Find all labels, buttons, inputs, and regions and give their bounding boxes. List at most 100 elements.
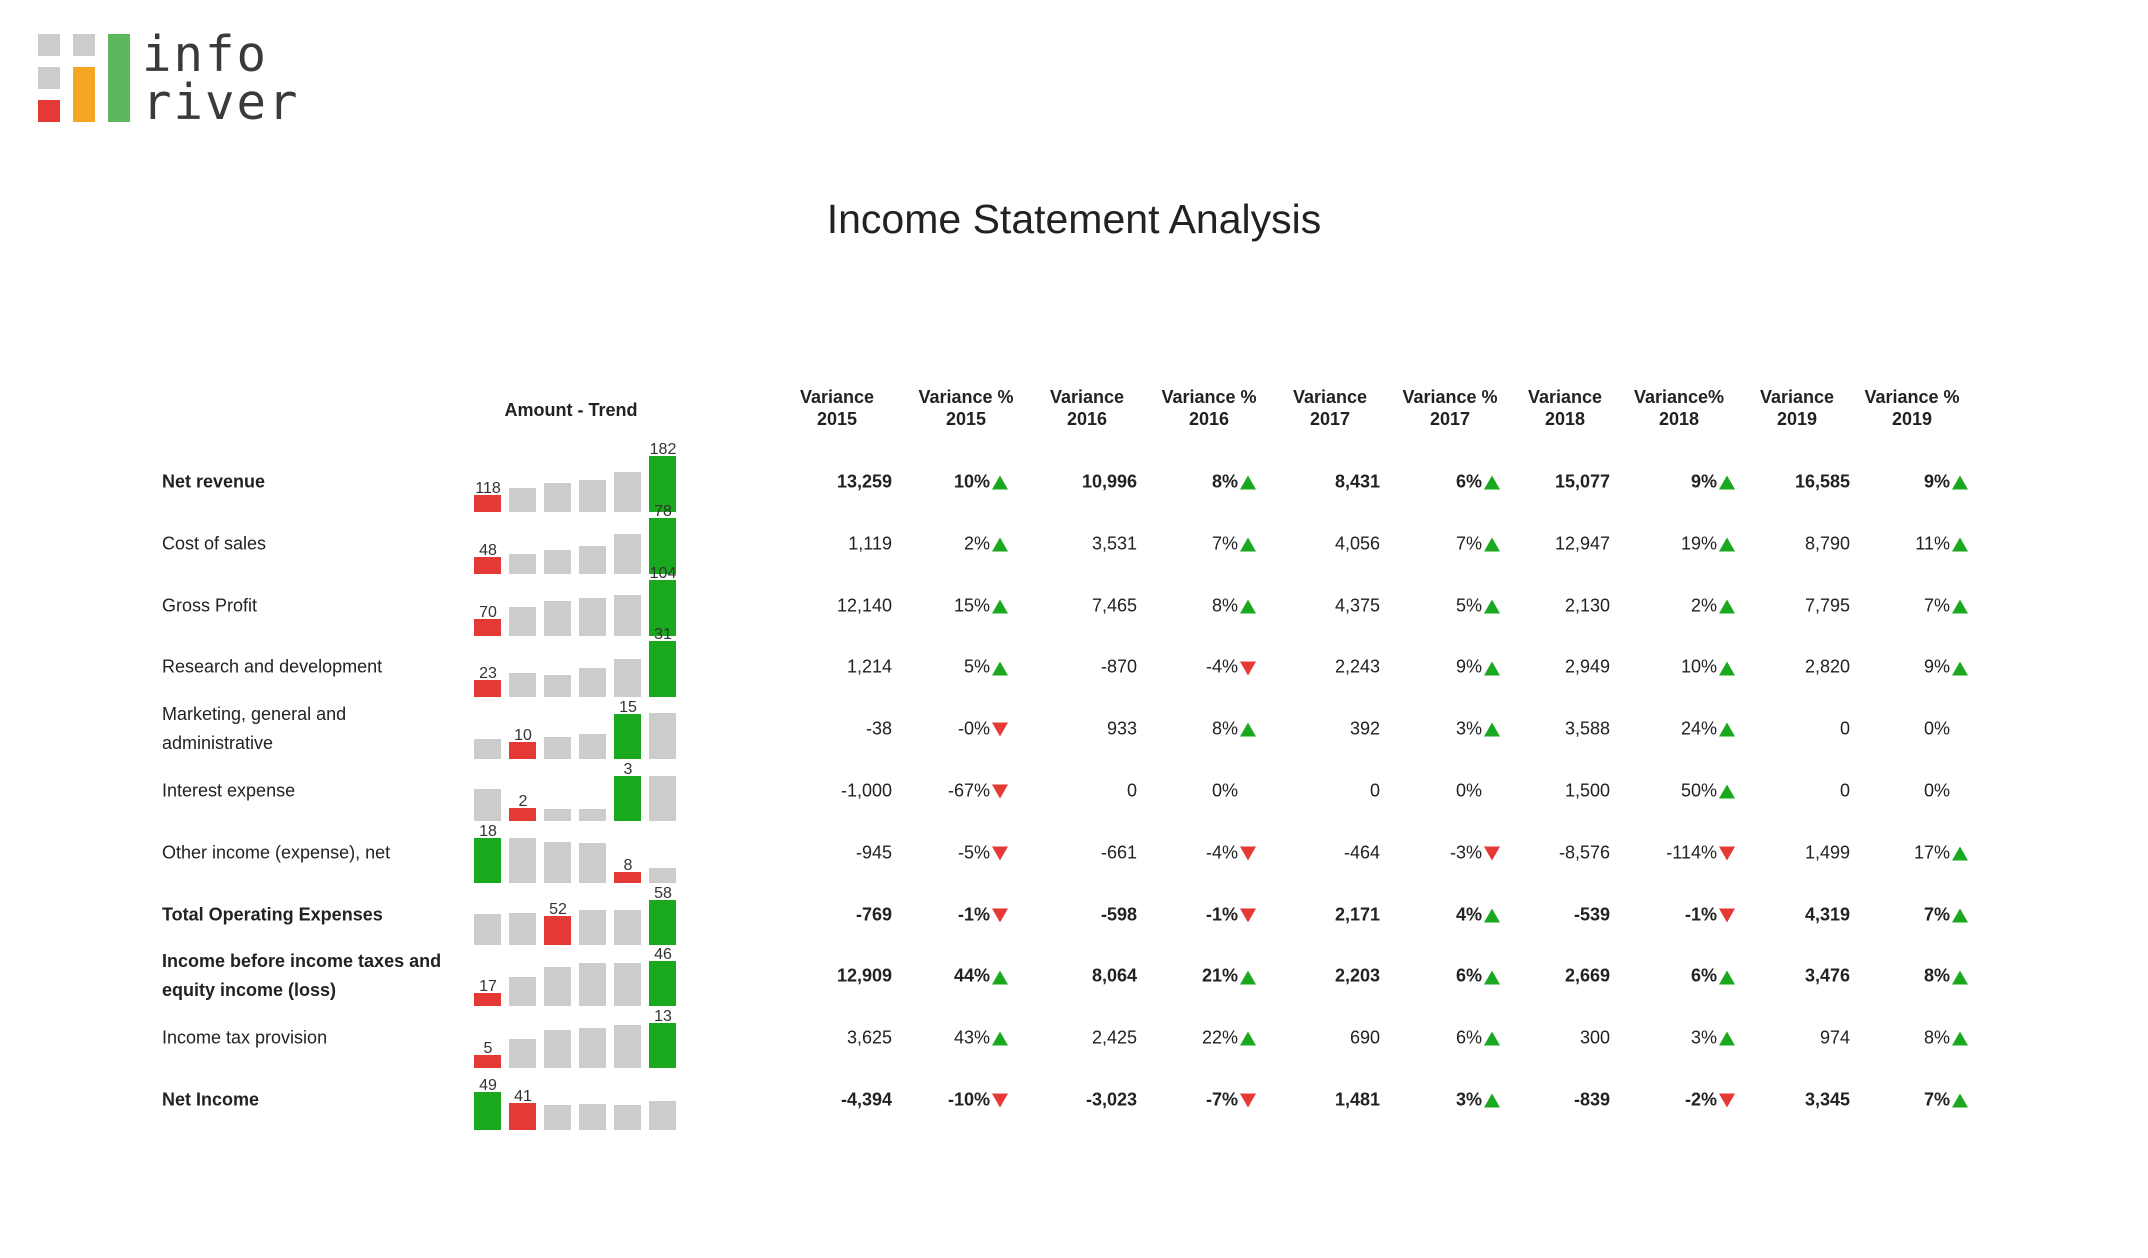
variance-cell: 0 bbox=[1720, 719, 1850, 740]
amount-trend-sparkline[interactable]: 18 8 bbox=[474, 823, 684, 883]
variance-cell: -1,000 bbox=[762, 781, 892, 802]
row-label[interactable]: Income before income taxes and equity in… bbox=[162, 951, 442, 1001]
variance-pct-cell: 2% bbox=[878, 533, 1008, 554]
variance-pct-cell: 15% bbox=[878, 595, 1008, 616]
variance-pct-cell: -1% bbox=[1605, 904, 1735, 925]
variance-pct-cell: 2% bbox=[1605, 595, 1735, 616]
variance-value: -769 bbox=[855, 904, 892, 925]
amount-trend-sparkline[interactable]: 23 31 bbox=[474, 627, 684, 698]
trend-min-label: 23 bbox=[479, 665, 497, 683]
trend-bar bbox=[614, 659, 641, 698]
column-header[interactable]: Variance % 2015 bbox=[906, 386, 1026, 430]
row-label[interactable]: Interest expense bbox=[162, 780, 296, 801]
column-header[interactable]: Variance % 2016 bbox=[1149, 386, 1269, 430]
row-label[interactable]: Research and development bbox=[162, 656, 383, 677]
amount-trend-sparkline[interactable]: 118 182 bbox=[474, 442, 684, 512]
column-header[interactable]: Variance 2016 bbox=[1027, 386, 1147, 430]
variance-pct-cell: -10% bbox=[878, 1090, 1008, 1111]
table-row: Income before income taxes and equity in… bbox=[0, 946, 2148, 1007]
amount-trend-sparkline[interactable]: 48 78 bbox=[474, 503, 684, 574]
row-label[interactable]: Total Operating Expenses bbox=[162, 904, 383, 925]
triangle-down-icon bbox=[1240, 846, 1256, 861]
variance-cell: -870 bbox=[1007, 657, 1137, 678]
variance-pct-value: 6% bbox=[1455, 1027, 1482, 1048]
variance-pct-cell: 8% bbox=[1126, 472, 1256, 493]
trend-bar bbox=[474, 913, 501, 945]
trend-min-label: 118 bbox=[475, 480, 501, 497]
trend-bar bbox=[649, 776, 676, 821]
row-label[interactable]: Net revenue bbox=[162, 471, 266, 492]
trend-bar bbox=[614, 1025, 641, 1069]
triangle-up-icon bbox=[1484, 599, 1500, 614]
column-header[interactable]: Variance % 2017 bbox=[1390, 386, 1510, 430]
variance-cell: -8,576 bbox=[1480, 842, 1610, 863]
trend-bar bbox=[509, 837, 536, 883]
variance-pct-value: -2% bbox=[1684, 1089, 1717, 1110]
triangle-up-icon bbox=[992, 970, 1008, 985]
variance-cell: -464 bbox=[1250, 842, 1380, 863]
row-label[interactable]: Other income (expense), net bbox=[162, 842, 391, 863]
amount-trend-sparkline[interactable]: 52 58 bbox=[474, 885, 684, 945]
variance-value: 13,259 bbox=[836, 471, 892, 492]
variance-pct-value: 50% bbox=[1680, 780, 1717, 801]
amount-trend-sparkline[interactable]: 5 13 bbox=[474, 1008, 684, 1069]
row-label[interactable]: Gross Profit bbox=[162, 595, 258, 616]
variance-pct-value: -10% bbox=[947, 1089, 990, 1110]
variance-cell: 16,585 bbox=[1720, 472, 1850, 493]
variance-cell: 8,790 bbox=[1720, 533, 1850, 554]
variance-pct-cell: -3% bbox=[1370, 842, 1500, 863]
triangle-up-icon bbox=[1719, 1031, 1735, 1046]
amount-trend-sparkline[interactable]: 17 46 bbox=[474, 946, 684, 1007]
trend-column-header: Amount - Trend bbox=[504, 400, 638, 420]
trend-bar bbox=[579, 1104, 606, 1130]
row-label[interactable]: Net Income bbox=[162, 1089, 260, 1110]
column-header[interactable]: Variance 2015 bbox=[777, 386, 897, 430]
triangle-up-icon bbox=[1952, 475, 1968, 490]
variance-cell: 12,947 bbox=[1480, 533, 1610, 554]
variance-cell: 2,243 bbox=[1250, 657, 1380, 678]
variance-pct-cell: -0% bbox=[878, 719, 1008, 740]
variance-value: 3,476 bbox=[1804, 965, 1850, 986]
amount-trend-sparkline[interactable]: 10 15 bbox=[474, 699, 684, 760]
variance-pct-cell: 9% bbox=[1370, 657, 1500, 678]
variance-value: 8,790 bbox=[1804, 533, 1850, 554]
column-header[interactable]: Variance 2019 bbox=[1737, 386, 1857, 430]
triangle-up-icon bbox=[992, 661, 1008, 676]
variance-cell: 7,795 bbox=[1720, 595, 1850, 616]
amount-trend-sparkline[interactable]: 70 104 bbox=[474, 565, 684, 636]
variance-value: -38 bbox=[865, 718, 892, 739]
triangle-up-icon bbox=[1952, 908, 1968, 923]
variance-value: 8,431 bbox=[1334, 471, 1380, 492]
column-header[interactable]: Variance % 2019 bbox=[1852, 386, 1972, 430]
variance-cell: -4,394 bbox=[762, 1090, 892, 1111]
column-header[interactable]: Variance% 2018 bbox=[1619, 386, 1739, 430]
row-label[interactable]: Marketing, general and administrative bbox=[162, 704, 347, 754]
variance-cell: 3,531 bbox=[1007, 533, 1137, 554]
trend-bar bbox=[579, 842, 606, 883]
trend-bar bbox=[544, 483, 571, 512]
column-header-line1: Variance % bbox=[918, 387, 1014, 407]
triangle-up-icon bbox=[1240, 599, 1256, 614]
variance-pct-cell: 4% bbox=[1370, 904, 1500, 925]
variance-pct-value: -114% bbox=[1666, 842, 1717, 863]
row-label[interactable]: Income tax provision bbox=[162, 1027, 328, 1048]
variance-cell: 4,375 bbox=[1250, 595, 1380, 616]
variance-value: 1,481 bbox=[1334, 1089, 1380, 1110]
variance-pct-cell: 0% bbox=[1838, 719, 1968, 740]
column-header[interactable]: Variance 2018 bbox=[1505, 386, 1625, 430]
trend-bar bbox=[649, 1101, 676, 1130]
variance-pct-cell: -114% bbox=[1605, 842, 1735, 863]
variance-value: -4,394 bbox=[840, 1089, 892, 1110]
column-header-line2: 2015 bbox=[816, 409, 858, 429]
triangle-down-icon bbox=[992, 908, 1008, 923]
trend-bar bbox=[544, 967, 571, 1007]
variance-pct-value: -7% bbox=[1205, 1089, 1238, 1110]
amount-trend-sparkline[interactable]: 49 41 bbox=[474, 1070, 684, 1130]
variance-pct-cell: 7% bbox=[1370, 533, 1500, 554]
row-label[interactable]: Cost of sales bbox=[162, 533, 267, 554]
trend-bar-max bbox=[649, 456, 676, 512]
column-header[interactable]: Variance 2017 bbox=[1270, 386, 1390, 430]
triangle-up-icon bbox=[1240, 537, 1256, 552]
trend-bar-max bbox=[649, 641, 676, 698]
